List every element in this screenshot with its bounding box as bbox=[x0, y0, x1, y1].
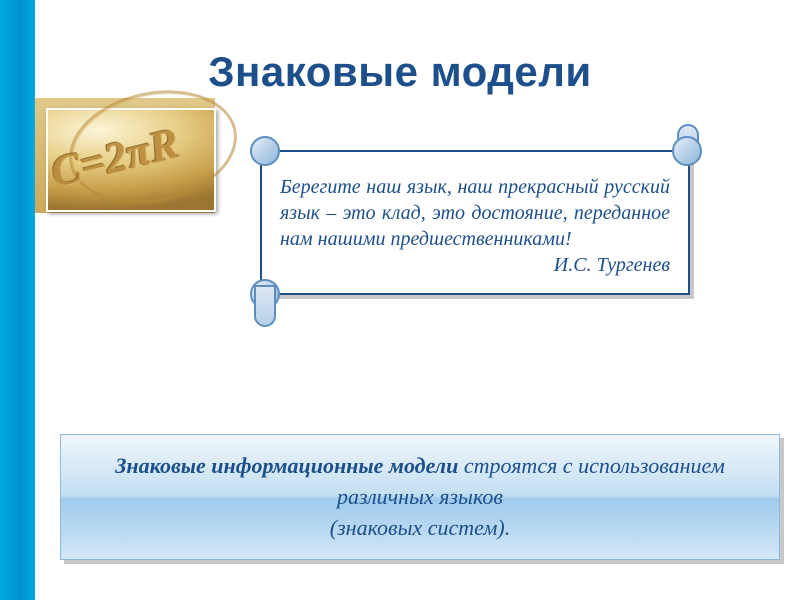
definition-strong: Знаковые информационные модели bbox=[115, 453, 458, 478]
definition-text: Знаковые информационные модели строятся … bbox=[85, 451, 755, 543]
scroll-body: Берегите наш язык, наш прекрасный русски… bbox=[260, 150, 690, 295]
page-title: Знаковые модели bbox=[0, 48, 800, 96]
sand-photo: C=2πR bbox=[46, 108, 216, 212]
scroll-tail-bottom bbox=[254, 285, 276, 327]
quote-author: И.С. Тургенев bbox=[280, 254, 670, 277]
scroll-roll-icon bbox=[672, 136, 702, 166]
quote-text: Берегите наш язык, наш прекрасный русски… bbox=[280, 174, 670, 252]
quote-scroll: Берегите наш язык, наш прекрасный русски… bbox=[260, 150, 690, 295]
definition-line2: (знаковых систем). bbox=[330, 515, 511, 540]
definition-box: Знаковые информационные модели строятся … bbox=[60, 434, 780, 560]
scroll-roll-icon bbox=[250, 136, 280, 166]
